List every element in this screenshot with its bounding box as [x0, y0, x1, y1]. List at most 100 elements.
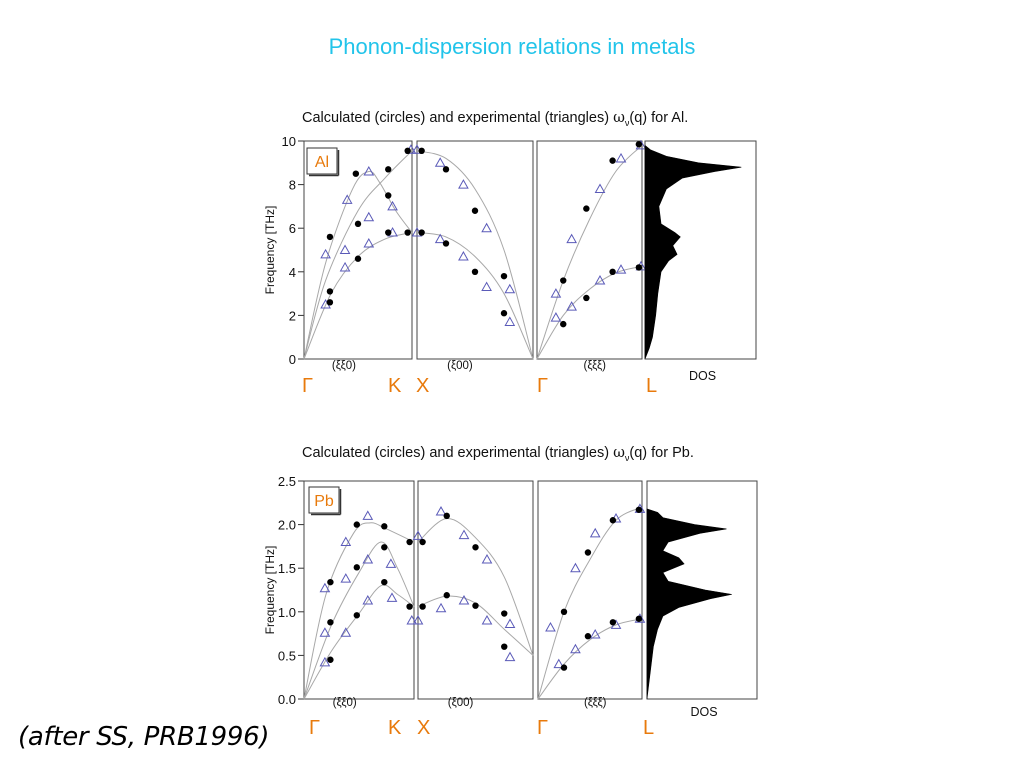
calculated-circle — [584, 549, 592, 556]
calculated-circle — [353, 612, 360, 619]
symmetry-point-label: Γ — [537, 375, 548, 397]
calculated-circle — [583, 294, 590, 302]
experimental-triangle — [550, 288, 562, 298]
experimental-triangle — [545, 621, 556, 632]
experimental-triangle — [339, 244, 351, 254]
calculated-circle — [327, 656, 334, 663]
calculated-circle — [442, 240, 450, 247]
experimental-triangle — [615, 264, 627, 274]
chart-al: Calculated (circles) and experimental (t… — [263, 110, 757, 397]
calculated-circle — [385, 166, 392, 173]
calculated-circle — [354, 255, 362, 262]
experimental-triangle — [481, 222, 492, 233]
y-tick-label: 8 — [289, 178, 296, 193]
experimental-triangle — [362, 594, 374, 605]
experimental-triangle — [339, 261, 351, 272]
dispersion-branch — [303, 522, 415, 700]
y-axis-label: Frequency [THz] — [263, 206, 277, 295]
calculated-circle — [326, 299, 334, 306]
calculated-circle — [635, 264, 643, 271]
calculated-circle — [381, 523, 388, 530]
experimental-triangle — [362, 553, 374, 564]
direction-label: (ξξ0) — [333, 697, 357, 709]
material-label: Pb — [314, 493, 334, 510]
chart-pb: Calculated (circles) and experimental (t… — [263, 445, 758, 739]
experimental-triangle — [458, 594, 470, 605]
experimental-triangle — [570, 643, 581, 654]
experimental-triangle — [435, 506, 447, 516]
experimental-triangle — [412, 615, 424, 625]
chart-caption: Calculated (circles) and experimental (t… — [302, 110, 688, 128]
dos-curve — [646, 508, 732, 700]
experimental-triangle — [435, 602, 447, 613]
calculated-circle — [560, 320, 567, 328]
panel-frame — [417, 480, 534, 700]
calculated-circle — [419, 538, 426, 546]
experimental-triangle — [434, 157, 446, 167]
dos-label: DOS — [690, 705, 717, 719]
dispersion-branch — [536, 145, 643, 360]
experimental-triangle — [458, 529, 470, 540]
calculated-circle — [471, 268, 479, 275]
calculated-circle — [442, 166, 450, 173]
dos-curve — [644, 144, 742, 360]
experimental-triangle — [434, 233, 446, 244]
symmetry-point-label: L — [646, 375, 657, 397]
experimental-triangle — [341, 194, 353, 204]
calculated-circle — [609, 157, 616, 164]
y-tick-label: 2 — [289, 308, 296, 323]
calculated-circle — [327, 619, 334, 626]
experimental-triangle — [589, 628, 601, 639]
dos-label: DOS — [689, 369, 716, 383]
calculated-circle — [404, 229, 411, 236]
calculated-circle — [560, 664, 568, 671]
experimental-triangle — [594, 275, 606, 285]
experimental-triangle — [458, 179, 469, 189]
y-tick-label: 0 — [289, 352, 296, 367]
experimental-triangle — [363, 237, 375, 248]
experimental-triangle — [319, 582, 331, 593]
dispersion-branch — [536, 265, 643, 360]
y-tick-label: 6 — [289, 221, 296, 236]
dispersion-branch — [303, 170, 413, 360]
experimental-triangle — [550, 312, 562, 322]
calculated-circle — [406, 538, 413, 546]
experimental-triangle — [363, 166, 375, 176]
material-label-box — [308, 486, 340, 514]
experimental-triangle — [385, 558, 397, 568]
calculated-circle — [353, 564, 360, 571]
symmetry-point-label: Γ — [302, 375, 313, 397]
calculated-circle — [419, 603, 426, 610]
calculated-circle — [385, 192, 392, 199]
calculated-circle — [635, 506, 643, 513]
dispersion-branch — [537, 506, 643, 700]
experimental-triangle — [387, 200, 398, 211]
calculated-circle — [418, 229, 425, 236]
dispersion-branch — [417, 517, 534, 656]
dispersion-branch — [303, 541, 415, 700]
experimental-triangle — [458, 251, 469, 261]
calculated-circle — [635, 141, 643, 148]
calculated-circle — [609, 268, 616, 275]
calculated-circle — [500, 310, 508, 317]
calculated-circle — [501, 643, 508, 650]
calculated-circle — [560, 277, 567, 284]
experimental-triangle — [363, 211, 375, 222]
experimental-triangle — [362, 510, 374, 520]
experimental-triangle — [481, 281, 492, 292]
calculated-circle — [326, 288, 334, 295]
y-tick-label: 0.5 — [278, 648, 296, 663]
y-tick-label: 2.0 — [278, 518, 296, 533]
symmetry-point-label: Γ — [309, 717, 320, 739]
calculated-circle — [418, 147, 425, 155]
citation-credit: (after SS, PRB1996) — [18, 722, 270, 752]
symmetry-point-label: L — [643, 717, 654, 739]
calculated-circle — [353, 521, 360, 528]
experimental-triangle — [340, 627, 352, 637]
experimental-triangle — [566, 233, 578, 244]
experimental-triangle — [319, 627, 331, 637]
calculated-circle — [609, 517, 617, 524]
symmetry-point-label: X — [417, 717, 430, 739]
experimental-triangle — [615, 152, 627, 163]
experimental-triangle — [340, 536, 352, 547]
